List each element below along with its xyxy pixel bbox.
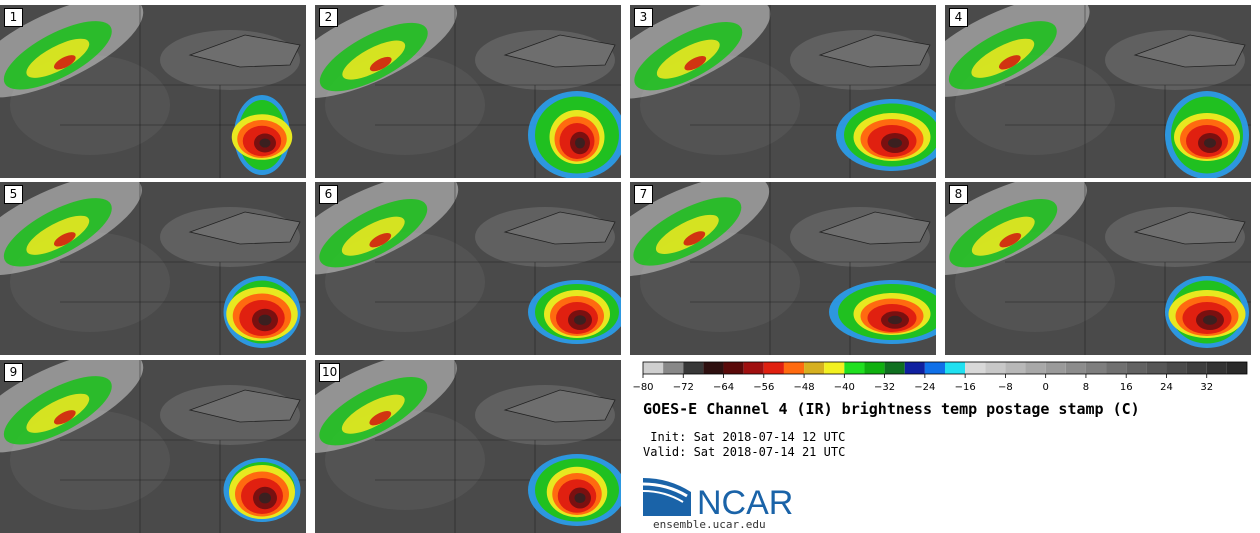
panel-5: 5 bbox=[0, 182, 306, 355]
panel-number: 9 bbox=[4, 363, 23, 382]
colorbar-bin bbox=[1126, 362, 1147, 374]
colorbar-bin bbox=[703, 362, 724, 374]
panel-10: 10 bbox=[315, 360, 621, 533]
colorbar-bin bbox=[1146, 362, 1167, 374]
colorbar-bin bbox=[844, 362, 865, 374]
satellite-map bbox=[630, 182, 936, 355]
panel-number: 8 bbox=[949, 185, 968, 204]
ncar-wordmark: NCAR bbox=[697, 484, 793, 518]
colorbar-bin bbox=[884, 362, 905, 374]
colorbar-bin bbox=[924, 362, 945, 374]
colorbar-tick-label: −8 bbox=[998, 382, 1013, 393]
satellite-map bbox=[315, 182, 621, 355]
colorbar-bin bbox=[1206, 362, 1227, 374]
colorbar-bin bbox=[783, 362, 805, 374]
panel-4: 4 bbox=[945, 5, 1251, 178]
colorbar-bin bbox=[1226, 362, 1247, 374]
panel-3: 3 bbox=[630, 5, 936, 178]
colorbar-bin bbox=[965, 362, 986, 374]
logo-url: ensemble.ucar.edu bbox=[653, 518, 766, 531]
colorbar-bin bbox=[683, 362, 704, 374]
colorbar-bin bbox=[1005, 362, 1026, 374]
panel-number: 6 bbox=[319, 185, 338, 204]
colorbar-tick-label: −56 bbox=[753, 382, 774, 393]
satellite-map bbox=[0, 360, 306, 533]
colorbar-tick-label: −72 bbox=[673, 382, 694, 393]
colorbar-tick-label: 0 bbox=[1042, 382, 1048, 393]
colorbar-bin bbox=[1025, 362, 1046, 374]
panel-7: 7 bbox=[630, 182, 936, 355]
init-time: Init: Sat 2018-07-14 12 UTC bbox=[643, 430, 846, 444]
colorbar: −80 −72 −64 −56 −48 −40 −32 −24 −16 −8 0 8 16 24 32 bbox=[632, 361, 1248, 393]
colorbar-tick-label: −64 bbox=[713, 382, 734, 393]
colorbar-tick-label: 32 bbox=[1200, 382, 1213, 393]
satellite-map bbox=[315, 5, 621, 178]
ncar-logo: NCAR bbox=[643, 478, 793, 518]
satellite-map bbox=[315, 360, 621, 533]
panel-9: 9 bbox=[0, 360, 306, 533]
panel-number: 4 bbox=[949, 8, 968, 27]
colorbar-bin bbox=[804, 362, 825, 374]
satellite-map bbox=[945, 182, 1251, 355]
panel-8: 8 bbox=[945, 182, 1251, 355]
colorbar-bin bbox=[1166, 362, 1187, 374]
colorbar-bin bbox=[904, 362, 925, 374]
panel-1: 1 bbox=[0, 5, 306, 178]
panel-number: 5 bbox=[4, 185, 23, 204]
colorbar-tick-label: −48 bbox=[794, 382, 815, 393]
colorbar-tick-label: −16 bbox=[955, 382, 976, 393]
colorbar-bin bbox=[643, 362, 664, 374]
colorbar-bin bbox=[1085, 362, 1107, 374]
satellite-map bbox=[0, 5, 306, 178]
colorbar-tick-label: 8 bbox=[1083, 382, 1089, 393]
panel-number: 2 bbox=[319, 8, 338, 27]
colorbar-tick-label: −80 bbox=[632, 382, 653, 393]
colorbar-bin bbox=[1186, 362, 1207, 374]
colorbar-tick-label: 24 bbox=[1160, 382, 1173, 393]
colorbar-tick-label: −40 bbox=[834, 382, 855, 393]
panel-2: 2 bbox=[315, 5, 621, 178]
panel-number: 1 bbox=[4, 8, 23, 27]
satellite-map bbox=[0, 182, 306, 355]
colorbar-bin bbox=[763, 362, 784, 374]
colorbar-bin bbox=[1106, 362, 1127, 374]
colorbar-bin bbox=[824, 362, 845, 374]
colorbar-tick-label: −32 bbox=[874, 382, 895, 393]
satellite-map bbox=[945, 5, 1251, 178]
colorbar-bin bbox=[1045, 362, 1066, 374]
panel-number: 10 bbox=[319, 363, 341, 382]
colorbar-bin bbox=[945, 362, 966, 374]
colorbar-bin bbox=[985, 362, 1006, 374]
colorbar-tick-label: −24 bbox=[914, 382, 935, 393]
chart-title: GOES-E Channel 4 (IR) brightness temp po… bbox=[643, 400, 1140, 418]
colorbar-bin bbox=[864, 362, 885, 374]
colorbar-tick-label: 16 bbox=[1120, 382, 1133, 393]
panel-number: 3 bbox=[634, 8, 653, 27]
panel-number: 7 bbox=[634, 185, 653, 204]
colorbar-bin bbox=[663, 362, 684, 374]
satellite-map bbox=[630, 5, 936, 178]
panel-6: 6 bbox=[315, 182, 621, 355]
colorbar-bin bbox=[723, 362, 744, 374]
colorbar-bin bbox=[1065, 362, 1086, 374]
colorbar-bin bbox=[743, 362, 764, 374]
valid-time: Valid: Sat 2018-07-14 21 UTC bbox=[643, 445, 846, 459]
